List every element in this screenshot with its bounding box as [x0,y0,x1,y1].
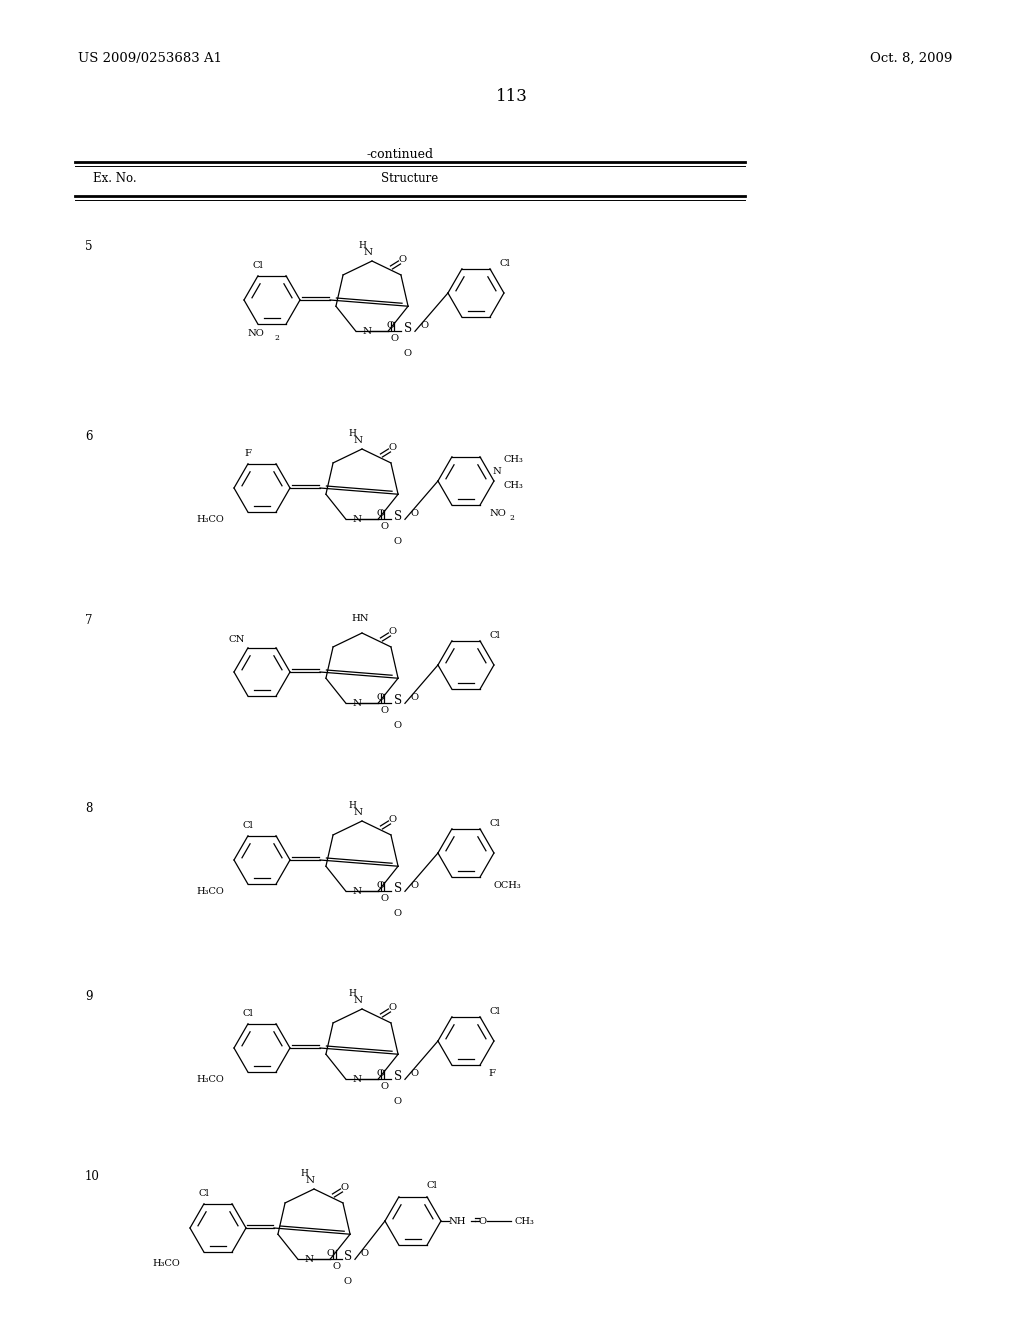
Text: O: O [380,706,388,715]
Text: NO: NO [489,510,507,519]
Text: N: N [353,808,362,817]
Text: Cl: Cl [199,1188,209,1197]
Text: O: O [411,880,419,890]
Text: O: O [390,334,398,343]
Text: H₃CO: H₃CO [153,1258,180,1267]
Text: 113: 113 [496,88,528,106]
Text: O: O [332,1262,340,1271]
Text: S: S [394,1069,402,1082]
Text: N: N [353,698,362,708]
Text: H: H [348,429,356,438]
Text: O: O [360,1249,369,1258]
Text: O: O [388,444,396,453]
Text: Ex. No.: Ex. No. [93,172,136,185]
Text: S: S [394,510,402,523]
Text: N: N [362,327,372,335]
Text: Cl: Cl [427,1181,437,1191]
Text: 8: 8 [85,803,92,814]
Text: O: O [344,1278,352,1286]
Text: HN: HN [351,614,369,623]
Text: O: O [380,1082,388,1090]
Text: 2: 2 [510,513,515,521]
Text: O: O [394,1097,402,1106]
Text: N: N [305,1255,314,1263]
Text: H₃CO: H₃CO [197,516,224,524]
Text: CH₃: CH₃ [504,454,524,463]
Text: NO: NO [247,330,264,338]
Text: O: O [380,894,388,903]
Text: O: O [388,627,396,636]
Text: NH: NH [449,1217,467,1225]
Text: US 2009/0253683 A1: US 2009/0253683 A1 [78,51,222,65]
Text: N: N [353,436,362,445]
Text: N: N [353,997,362,1005]
Text: O: O [340,1184,348,1192]
Text: O: O [377,508,385,517]
Text: CN: CN [228,635,245,644]
Text: Structure: Structure [381,172,438,185]
Text: O: O [380,521,388,531]
Text: S: S [403,322,412,335]
Text: N: N [353,1074,362,1084]
Text: O: O [403,350,412,358]
Text: 10: 10 [85,1170,100,1183]
Text: Cl: Cl [489,818,501,828]
Text: O: O [377,1069,385,1078]
Text: S: S [394,882,402,895]
Text: O: O [327,1249,335,1258]
Text: H: H [358,242,366,249]
Text: O: O [377,693,385,702]
Text: N: N [493,466,502,475]
Text: O: O [479,1217,487,1225]
Text: 6: 6 [85,430,92,444]
Text: N: N [353,515,362,524]
Text: O: O [388,1003,396,1012]
Text: O: O [387,321,395,330]
Text: 9: 9 [85,990,92,1003]
Text: O: O [398,256,407,264]
Text: F: F [488,1068,495,1077]
Text: -continued: -continued [367,148,433,161]
Text: N: N [305,1176,314,1185]
Text: CH₃: CH₃ [515,1217,535,1225]
Text: S: S [344,1250,352,1263]
Text: 7: 7 [85,614,92,627]
Text: 2: 2 [274,334,279,342]
Text: 5: 5 [85,240,92,253]
Text: O: O [394,909,402,919]
Text: H: H [348,801,356,810]
Text: F: F [245,449,252,458]
Text: Cl: Cl [243,821,253,829]
Text: Cl: Cl [253,260,263,269]
Text: Oct. 8, 2009: Oct. 8, 2009 [870,51,952,65]
Text: H: H [300,1170,308,1177]
Text: O: O [377,880,385,890]
Text: N: N [353,887,362,896]
Text: Cl: Cl [489,1006,501,1015]
Text: Cl: Cl [500,259,511,268]
Text: CH₃: CH₃ [504,480,524,490]
Text: O: O [411,693,419,702]
Text: N: N [364,248,373,257]
Text: O: O [394,721,402,730]
Text: S: S [394,694,402,706]
Text: O: O [421,321,429,330]
Text: H₃CO: H₃CO [197,887,224,896]
Text: Cl: Cl [489,631,501,639]
Text: O: O [394,537,402,546]
Text: O: O [411,508,419,517]
Text: H: H [348,989,356,998]
Text: Cl: Cl [243,1008,253,1018]
Text: O: O [411,1069,419,1078]
Text: O: O [388,816,396,825]
Text: OCH₃: OCH₃ [494,882,521,891]
Text: H₃CO: H₃CO [197,1076,224,1085]
